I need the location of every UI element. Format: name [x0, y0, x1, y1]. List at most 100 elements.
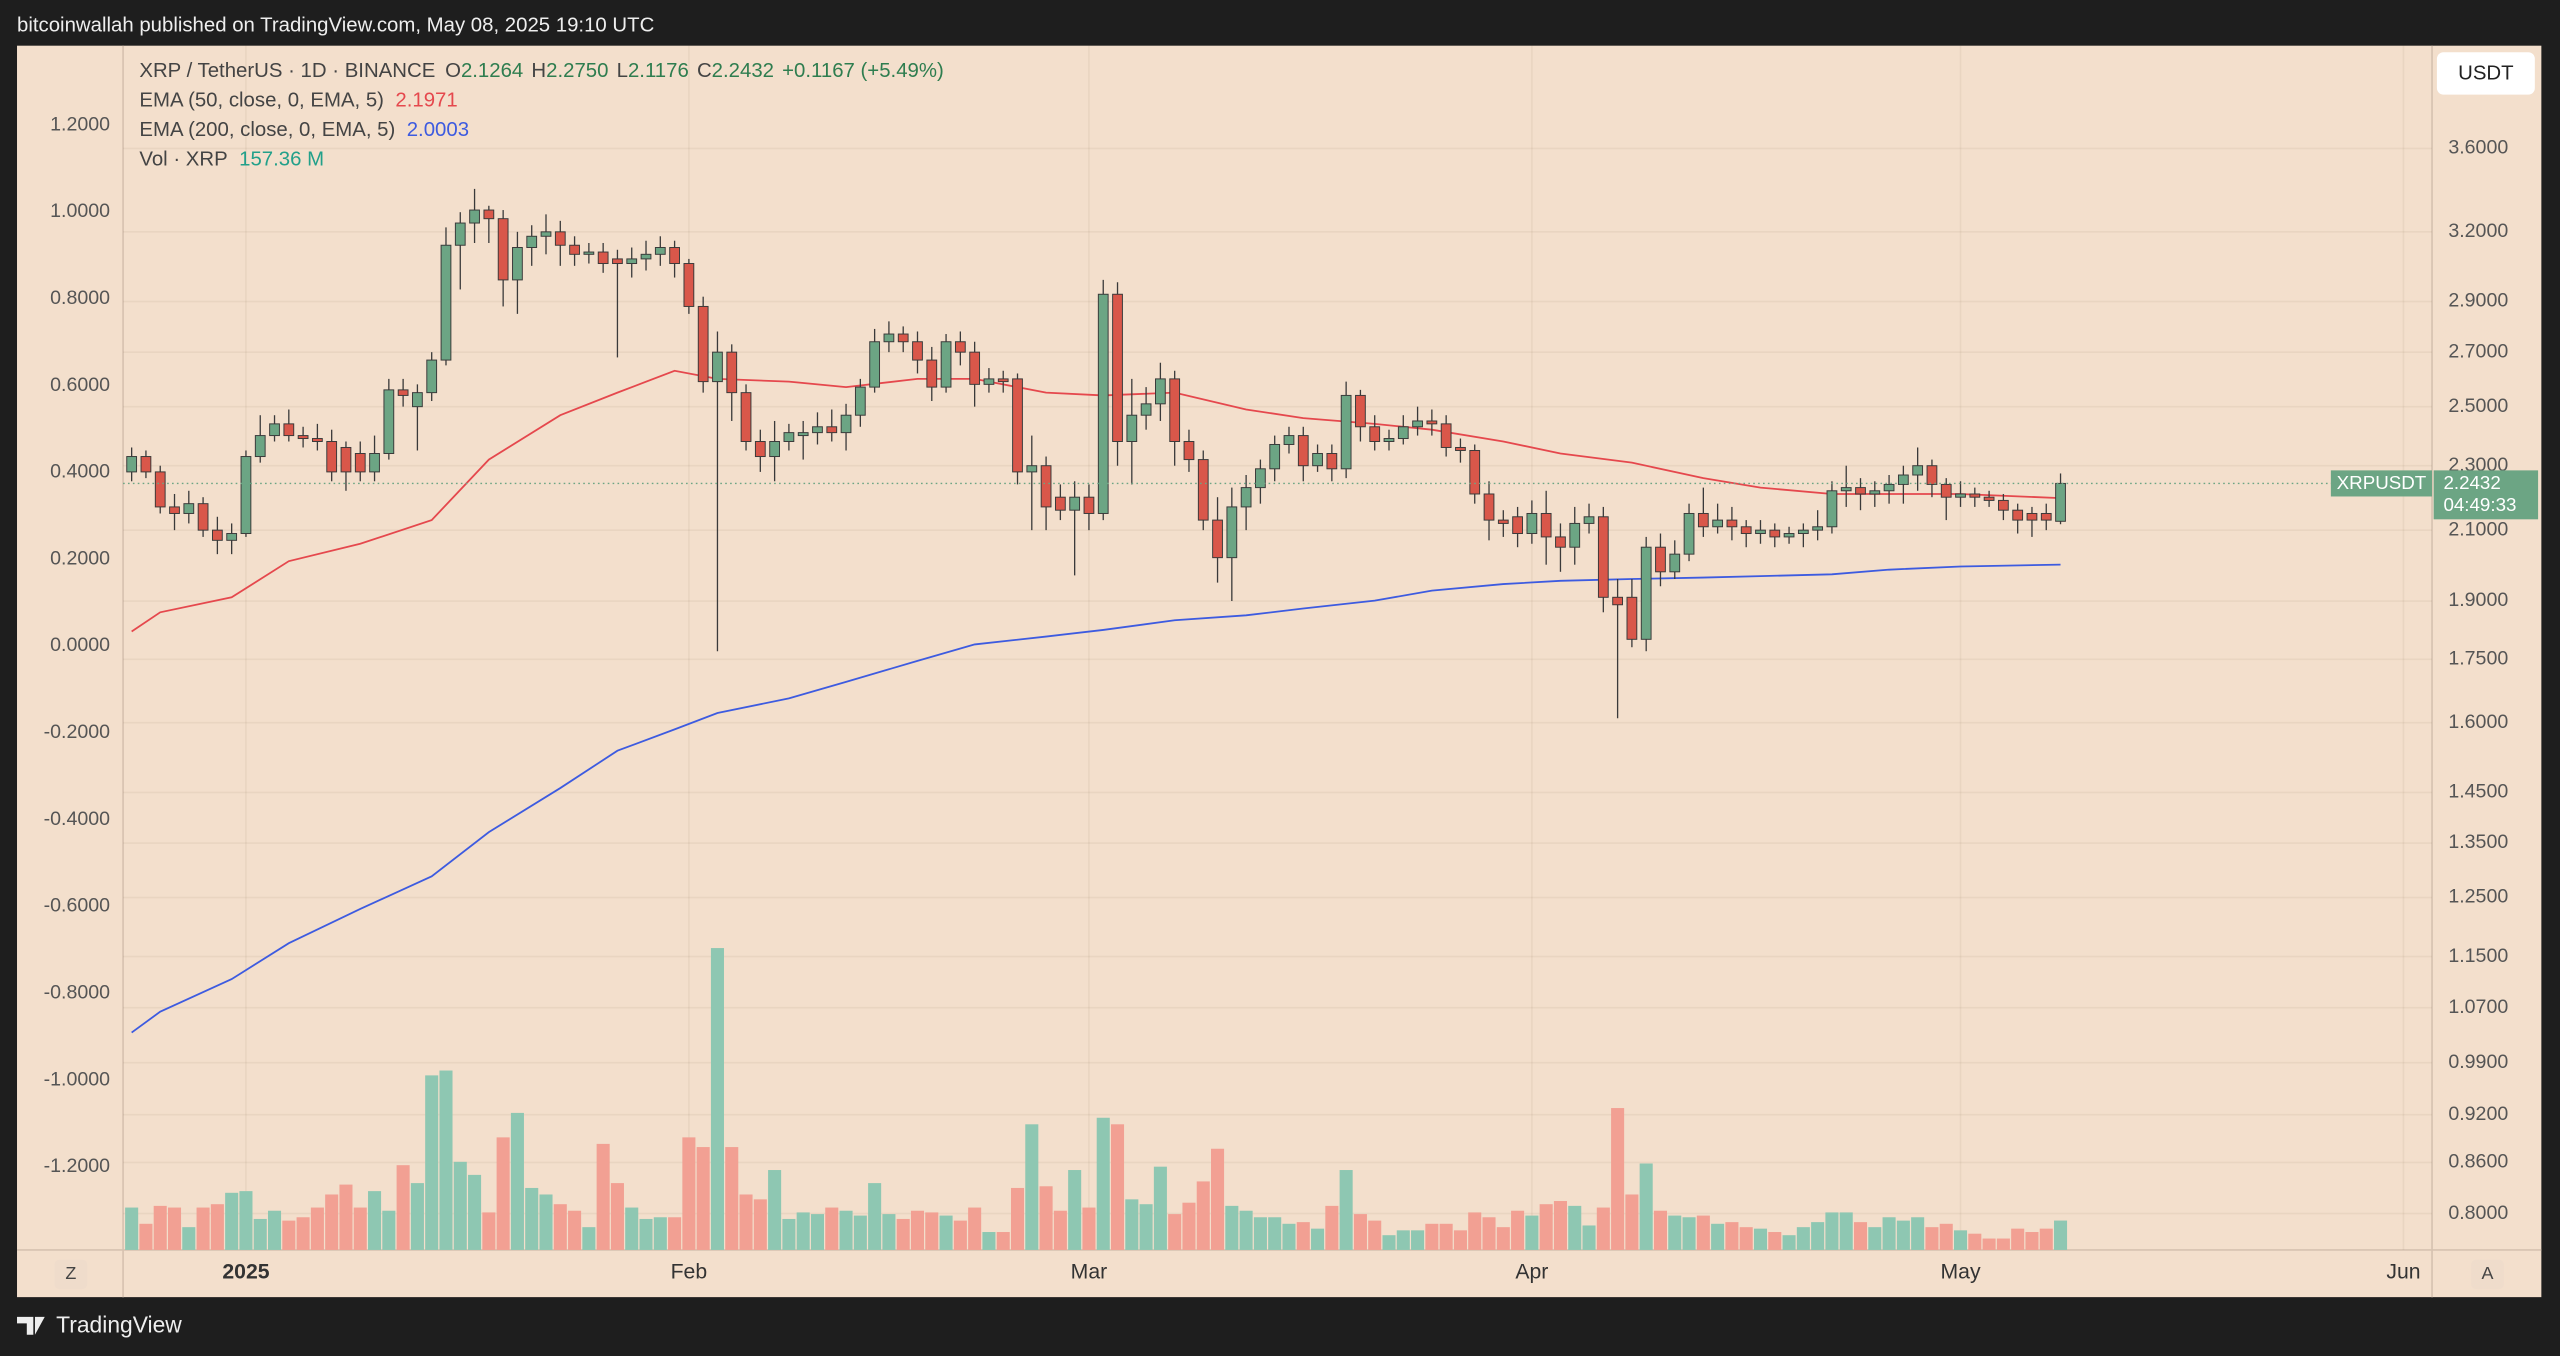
x-tick-label: 2025: [222, 1260, 269, 1283]
volume-bar: [782, 1218, 796, 1250]
candle-body: [1826, 490, 1838, 528]
candle-body: [512, 247, 523, 281]
volume-bar: [453, 1161, 467, 1250]
volume-bar: [167, 1207, 182, 1250]
volume-bar: [1010, 1187, 1025, 1250]
candle-body: [697, 305, 709, 383]
price-tag-countdown: 04:49:33: [2443, 494, 2516, 515]
unit-button[interactable]: [2436, 52, 2535, 95]
candle-body: [1083, 496, 1095, 514]
candle-body: [997, 378, 1009, 383]
y2-tick-label: 0.0000: [50, 634, 110, 656]
volume-bar: [768, 1170, 782, 1250]
x-tick-label: May: [1940, 1260, 1980, 1283]
volume-bar: [1368, 1220, 1382, 1250]
volume-bar: [825, 1207, 839, 1250]
candle-body: [1983, 496, 1995, 501]
volume-bar: [910, 1210, 925, 1250]
candle-body: [183, 503, 195, 514]
volume-bar: [1911, 1217, 1925, 1250]
y2-tick-label: 0.2000: [50, 547, 110, 569]
legend-entry: EMA (50, close, 0, EMA, 5): [139, 90, 384, 112]
publisher-line: bitcoinwallah published on TradingView.c…: [17, 14, 654, 36]
candle-body: [483, 209, 495, 220]
candle-body: [1912, 465, 1924, 476]
y-tick-label: 2.5000: [2448, 395, 2508, 417]
candle-body: [926, 359, 938, 388]
left-axis-button[interactable]: [54, 1259, 88, 1290]
candle-body: [712, 351, 723, 383]
volume-bar: [753, 1199, 767, 1250]
volume-bar: [1239, 1210, 1253, 1250]
volume-bar: [853, 1215, 867, 1250]
volume-bar: [1153, 1166, 1167, 1250]
candle-body: [1783, 533, 1795, 538]
candle-body: [940, 341, 952, 388]
symbol-line: XRP / TetherUS · 1D · BINANCE: [139, 60, 435, 82]
candle-body: [340, 446, 352, 473]
y2-tick-label: 1.2000: [50, 113, 110, 135]
candle-body: [1612, 596, 1623, 606]
candle-body: [626, 258, 638, 265]
volume-bar: [1511, 1210, 1525, 1250]
candle-body: [197, 503, 209, 531]
candle-body: [240, 456, 252, 535]
candle-body: [397, 389, 409, 396]
unit-label[interactable]: USDT: [2458, 63, 2513, 85]
volume-bar: [510, 1112, 524, 1250]
y2-tick-label: -0.8000: [44, 982, 111, 1004]
volume-bar: [1325, 1205, 1339, 1250]
footer-bar: [0, 1297, 2560, 1356]
candle-body: [1869, 490, 1881, 495]
volume-bar: [625, 1207, 639, 1250]
volume-bar: [268, 1210, 282, 1250]
right-axis-button-label[interactable]: A: [2482, 1263, 2494, 1283]
volume-bar: [410, 1183, 424, 1250]
ema-line: [131, 563, 2061, 1034]
price-tag-symbol-bg: [2330, 470, 2433, 497]
left-axis-button-label[interactable]: Z: [65, 1263, 76, 1283]
candle-body: [1440, 423, 1452, 448]
volume-bar: [239, 1191, 253, 1250]
x-tick-label: Jun: [2386, 1260, 2420, 1283]
price-tag-bg: [2433, 470, 2539, 520]
candle-body: [497, 218, 509, 281]
volume-bar: [1468, 1212, 1482, 1250]
volume-bar: [1025, 1124, 1039, 1250]
candle-body: [640, 253, 652, 260]
volume-bar: [568, 1210, 582, 1250]
volume-bar: [139, 1223, 153, 1250]
x-tick-label: Mar: [1071, 1260, 1108, 1283]
candle-body: [1626, 596, 1638, 640]
volume-bar: [368, 1191, 382, 1250]
right-axis-button[interactable]: [2471, 1259, 2504, 1290]
candle-body: [140, 456, 152, 473]
ohlc-change: +0.1167 (+5.49%): [782, 60, 944, 82]
price-tag-symbol: XRPUSDT: [2337, 472, 2427, 493]
candle-layer: [123, 188, 2433, 719]
logo-icon: [17, 1316, 45, 1335]
ohlc-value: 2.2432: [712, 60, 774, 82]
y-tick-label: 1.2500: [2448, 886, 2508, 908]
candle-body: [1112, 293, 1123, 442]
volume-bar: [1110, 1124, 1125, 1250]
candle-body: [983, 378, 995, 385]
y-tick-label: 2.7000: [2448, 340, 2508, 362]
volume-bar: [1525, 1215, 1539, 1250]
ohlc-value: 2.1176: [628, 60, 689, 82]
volume-bar: [1753, 1228, 1768, 1250]
candle-body: [1683, 512, 1695, 555]
candle-body: [1483, 493, 1495, 521]
volume-bar: [1711, 1223, 1725, 1250]
candle-body: [869, 341, 881, 388]
volume-bar: [325, 1194, 339, 1250]
candle-body: [1040, 465, 1052, 508]
candle-body: [854, 386, 866, 416]
candle-body: [569, 244, 580, 255]
candle-body: [1755, 529, 1766, 535]
candle-body: [2055, 482, 2066, 522]
volume-bar: [1639, 1163, 1653, 1250]
candle-body: [1269, 443, 1281, 470]
volume-bar: [1796, 1227, 1810, 1250]
